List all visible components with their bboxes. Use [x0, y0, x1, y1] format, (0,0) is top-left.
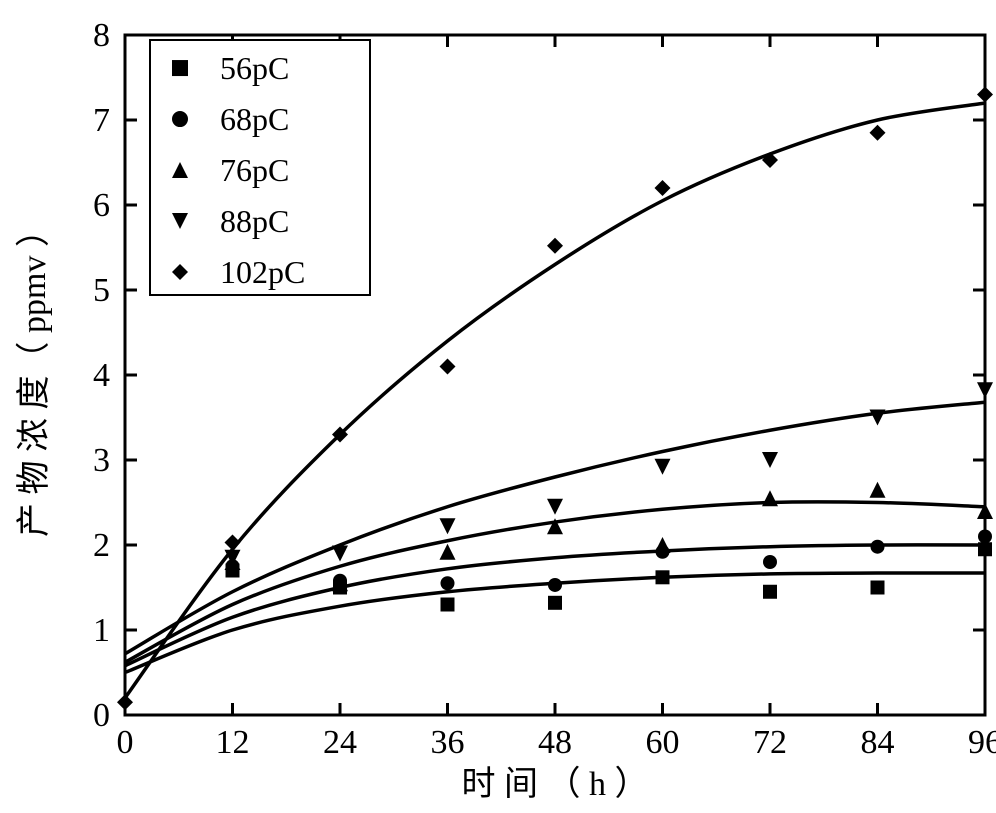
legend-label: 76pC [220, 152, 289, 188]
y-tick-label: 0 [93, 697, 110, 734]
marker-triangle-down [870, 410, 886, 426]
marker-triangle-down [547, 499, 563, 515]
y-axis-label: 产 物 浓 度（ ppmv ） [15, 213, 53, 537]
x-axis-label: 时 间 （ h ） [462, 765, 649, 803]
x-tick-label: 60 [646, 724, 680, 761]
series-88pC [225, 382, 994, 565]
y-tick-label: 4 [93, 357, 110, 394]
x-tick-label: 12 [216, 724, 250, 761]
marker-triangle-up [655, 537, 671, 553]
marker-diamond [870, 125, 886, 141]
marker-diamond [977, 87, 993, 103]
x-tick-label: 0 [117, 724, 134, 761]
marker-triangle-up [870, 482, 886, 498]
legend-label: 102pC [220, 254, 305, 290]
marker-square [871, 581, 885, 595]
marker-triangle-up [440, 544, 456, 560]
y-tick-label: 7 [93, 102, 110, 139]
x-tick-label: 84 [861, 724, 895, 761]
y-tick-label: 5 [93, 272, 110, 309]
legend-label: 56pC [220, 50, 289, 86]
marker-triangle-down [332, 546, 348, 562]
marker-triangle-down [655, 459, 671, 475]
marker-triangle-down [440, 518, 456, 534]
y-tick-label: 8 [93, 17, 110, 54]
marker-diamond [225, 534, 241, 550]
marker-circle [441, 576, 455, 590]
marker-square [172, 60, 188, 76]
marker-triangle-down [977, 382, 993, 398]
x-tick-label: 36 [431, 724, 465, 761]
marker-diamond [440, 359, 456, 375]
marker-diamond [547, 238, 563, 254]
legend-label: 88pC [220, 203, 289, 239]
marker-circle [978, 530, 992, 544]
x-tick-label: 48 [538, 724, 572, 761]
marker-diamond [117, 694, 133, 710]
marker-circle [763, 555, 777, 569]
marker-square [441, 598, 455, 612]
marker-circle [871, 540, 885, 554]
marker-square [763, 585, 777, 599]
chart-container: 01224364860728496012345678时 间 （ h ）产 物 浓… [0, 0, 996, 813]
marker-circle [548, 578, 562, 592]
y-tick-label: 3 [93, 442, 110, 479]
marker-triangle-up [762, 490, 778, 506]
marker-square [978, 542, 992, 556]
x-tick-label: 72 [753, 724, 787, 761]
marker-triangle-down [762, 452, 778, 468]
y-tick-label: 2 [93, 527, 110, 564]
y-tick-label: 6 [93, 187, 110, 224]
y-tick-label: 1 [93, 612, 110, 649]
legend-label: 68pC [220, 101, 289, 137]
marker-square [548, 596, 562, 610]
x-tick-label: 96 [968, 724, 996, 761]
marker-circle [172, 111, 188, 127]
x-tick-label: 24 [323, 724, 357, 761]
chart-svg: 01224364860728496012345678时 间 （ h ）产 物 浓… [0, 0, 996, 813]
marker-diamond [655, 180, 671, 196]
marker-square [656, 570, 670, 584]
